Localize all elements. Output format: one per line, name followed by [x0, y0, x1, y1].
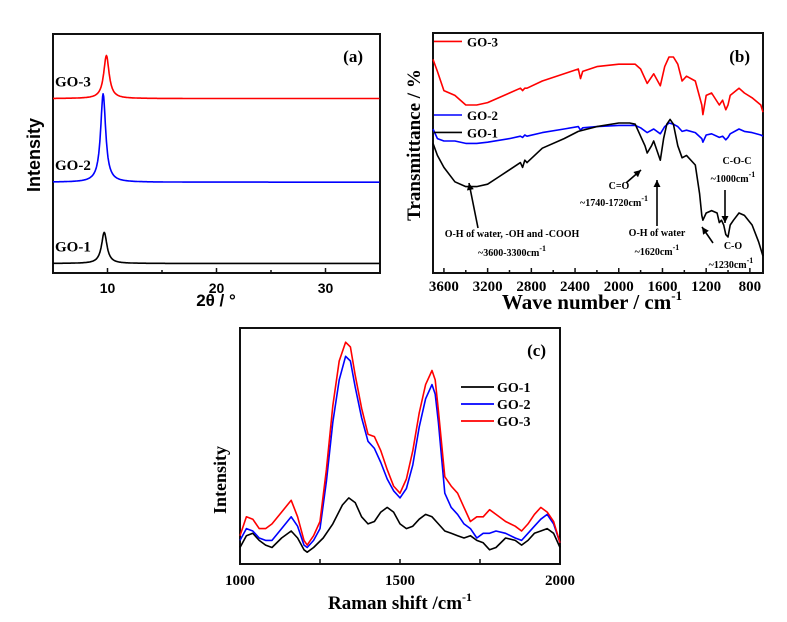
panel-a-xrd: GO-1 GO-2 GO-3 10 20 30 (a) 2θ / ° Intensity — [24, 33, 381, 310]
annotation-oh-broad-range: ~3600-3300cm-1 — [478, 244, 546, 259]
x-tick-label: 2000 — [545, 573, 575, 589]
panel-c-raman: 1000 1500 2000 GO-1 GO-2 GO-3 (c) Raman shif… — [210, 327, 575, 614]
panel-a-y-axis-label: Intensity — [24, 118, 44, 192]
series-go-1 — [239, 497, 561, 553]
arrow-oh-broad-head — [466, 183, 474, 191]
annotation-c-o-range: ~1230cm-1 — [709, 256, 754, 271]
series-label-go-3: GO-3 — [467, 34, 499, 49]
series-go-2 — [52, 93, 380, 183]
panel-c-y-axis-label: Intensity — [210, 446, 230, 514]
arrow-c-o-c-head — [721, 216, 729, 223]
panel-c-x-ticks: 1000 1500 2000 — [225, 559, 575, 589]
panel-b-x-ticks: 3600 3200 2800 2400 2000 1600 1200 800 — [429, 268, 761, 295]
panel-c-x-axis-label: Raman shift /cm-1 — [328, 590, 472, 614]
series-go-3 — [432, 56, 764, 116]
legend-label-go-2: GO-2 — [497, 398, 530, 413]
panel-b-curves: GO-3 GO-2 GO-1 — [432, 34, 764, 257]
x-tick-label: 20 — [209, 280, 225, 296]
annotation-oh-water: O-H of water — [629, 228, 686, 239]
arrow-oh-water-head — [653, 180, 661, 187]
arrow-oh-broad — [468, 182, 479, 229]
panel-c-curves — [239, 341, 561, 553]
panel-b-label: (b) — [729, 47, 750, 66]
x-tick-label: 10 — [100, 280, 116, 296]
x-tick-label: 30 — [318, 280, 334, 296]
legend-label-go-3: GO-3 — [497, 415, 530, 430]
series-go-2 — [432, 122, 764, 145]
series-go-3 — [239, 341, 561, 546]
series-label-go-3: GO-3 — [55, 75, 91, 91]
x-tick-label: 1600 — [647, 279, 677, 295]
panel-b-frame — [432, 32, 764, 274]
panel-c-frame — [239, 327, 561, 565]
panel-b-ftir: GO-3 GO-2 GO-1 3600 3200 2800 2400 2000 1600 120… — [404, 32, 764, 314]
arrow-c-o-head — [702, 227, 709, 235]
annotation-oh-broad: O-H of water, -OH and -COOH — [445, 229, 580, 240]
x-tick-label: 1500 — [385, 573, 415, 589]
x-tick-label: 800 — [739, 279, 762, 295]
arrow-co-double-head — [633, 170, 641, 178]
panel-a-x-axis-label: 2θ / ° — [196, 291, 236, 310]
panel-c-label: (c) — [527, 341, 546, 360]
legend-label-go-1: GO-1 — [497, 381, 530, 396]
x-tick-label: 2000 — [604, 279, 634, 295]
x-tick-label: 2800 — [516, 279, 546, 295]
x-tick-label: 1000 — [225, 573, 255, 589]
annotation-c-o: C-O — [724, 241, 743, 252]
x-tick-label: 3200 — [473, 279, 503, 295]
panel-b-x-axis-label: Wave number / cm-1 — [502, 288, 682, 314]
panel-b-y-axis-label: Transmittance / % — [404, 69, 425, 221]
annotation-c-o-double-range: ~1740-1720cm-1 — [580, 194, 648, 209]
panel-c-legend: GO-1 GO-2 GO-3 — [461, 381, 530, 430]
series-go-1 — [432, 118, 764, 257]
annotation-oh-water-range: ~1620cm-1 — [635, 243, 680, 258]
series-label-go-1: GO-1 — [467, 125, 498, 140]
x-tick-label: 3600 — [429, 279, 459, 295]
panel-a-curves: GO-1 GO-2 GO-3 — [52, 54, 380, 265]
panel-b-x-axis-label-text: Wave number / cm — [502, 290, 672, 314]
panel-b-x-axis-label-sup: -1 — [671, 288, 682, 303]
panel-a-x-ticks: 10 20 30 — [100, 268, 334, 296]
x-tick-label: 2400 — [560, 279, 590, 295]
panel-b-annotations: O-H of water, -OH and -COOH ~3600-3300cm-… — [445, 156, 756, 271]
panel-a-label: (a) — [343, 47, 363, 66]
series-label-go-2: GO-2 — [467, 108, 498, 123]
annotation-c-o-double: C=O — [609, 181, 630, 192]
series-label-go-1: GO-1 — [55, 239, 91, 255]
annotation-c-o-c: C-O-C — [723, 156, 752, 167]
series-label-go-2: GO-2 — [55, 158, 91, 174]
series-go-2 — [239, 355, 561, 549]
series-go-1 — [52, 231, 380, 265]
x-tick-label: 1200 — [691, 279, 721, 295]
panel-c-x-axis-label-sup: -1 — [462, 590, 472, 604]
series-go-3 — [52, 54, 380, 100]
annotation-c-o-c-range: ~1000cm-1 — [711, 170, 756, 185]
panel-c-x-axis-label-text: Raman shift /cm — [328, 593, 462, 614]
